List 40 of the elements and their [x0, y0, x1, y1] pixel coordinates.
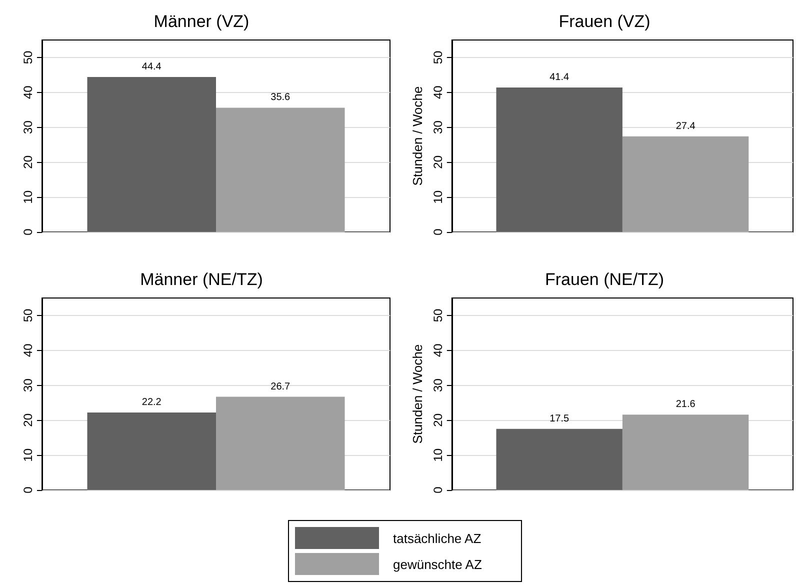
data-label: 27.4 — [676, 120, 696, 132]
data-label: 41.4 — [550, 72, 570, 83]
y-tick-label: 30 — [430, 120, 445, 134]
y-tick-label: 0 — [21, 228, 35, 236]
data-label: 21.6 — [676, 399, 696, 410]
y-tick-label: 30 — [21, 378, 35, 392]
y-tick-label: 10 — [430, 190, 445, 204]
chart-title: Männer (VZ) — [154, 12, 250, 31]
y-tick-label: 0 — [21, 486, 35, 494]
data-label: 35.6 — [270, 92, 291, 104]
y-tick-label: 10 — [21, 190, 35, 204]
y-tick-label: 0 — [430, 486, 445, 494]
y-tick-label: 20 — [430, 413, 445, 427]
y-tick-label: 10 — [430, 448, 445, 462]
y-axis-title: Stunden / Woche — [410, 86, 425, 186]
y-tick-label: 20 — [21, 155, 35, 169]
y-tick-label: 10 — [21, 448, 35, 462]
y-tick-label: 40 — [21, 343, 35, 358]
chart-title: Frauen (VZ) — [558, 12, 650, 31]
y-tick-label: 40 — [430, 343, 445, 358]
data-label: 26.7 — [270, 381, 291, 392]
text: gewünschte AZ — [393, 556, 482, 572]
y-tick-label: 50 — [430, 308, 445, 322]
data-label: 44.4 — [142, 62, 162, 73]
y-tick-label: 20 — [430, 155, 445, 169]
y-tick-label: 50 — [21, 50, 35, 64]
y-tick-label: 30 — [21, 120, 35, 134]
text: tatsächliche AZ — [393, 530, 482, 546]
data-label: 17.5 — [550, 413, 570, 424]
y-tick-label: 40 — [21, 85, 35, 100]
y-tick-label: 20 — [21, 413, 35, 427]
y-tick-label: 50 — [430, 50, 445, 64]
y-axis-title: Stunden / Woche — [410, 344, 425, 444]
y-tick-label: 40 — [430, 85, 445, 100]
chart-title: Frauen (NE/TZ) — [544, 270, 664, 289]
data-label: 22.2 — [142, 397, 162, 408]
y-tick-label: 0 — [430, 228, 445, 236]
y-tick-label: 30 — [430, 378, 445, 392]
y-tick-label: 50 — [21, 308, 35, 322]
chart-title: Männer (NE/TZ) — [140, 270, 263, 289]
